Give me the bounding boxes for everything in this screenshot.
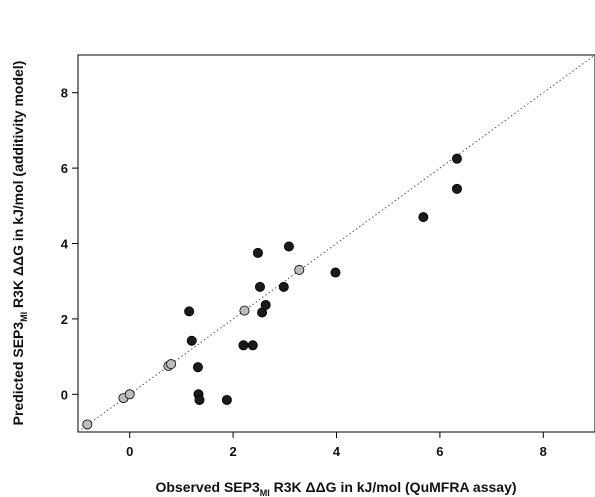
y-tick-label: 4 — [61, 237, 69, 252]
x-axis: 0 2 4 6 8 — [126, 432, 547, 459]
data-point — [260, 299, 271, 310]
data-point — [247, 340, 258, 351]
data-point — [451, 153, 462, 164]
data-points — [82, 153, 462, 430]
data-point — [294, 264, 305, 275]
data-point — [194, 394, 205, 405]
data-point — [124, 389, 135, 400]
y-tick-label: 0 — [61, 387, 68, 402]
x-tick-label: 4 — [333, 444, 341, 459]
data-point — [82, 419, 93, 430]
x-tick-label: 6 — [436, 444, 443, 459]
data-point — [184, 306, 195, 317]
data-point — [330, 267, 341, 278]
data-point — [283, 241, 294, 252]
data-point — [186, 335, 197, 346]
y-axis-label: Predicted SEP3MI R3K ΔΔG in kJ/mol (addi… — [10, 61, 29, 426]
x-tick-label: 0 — [126, 444, 133, 459]
data-point — [192, 362, 203, 373]
data-point — [166, 359, 177, 370]
x-axis-label: Observed SEP3MI R3K ΔΔG in kJ/mol (QuMFR… — [155, 479, 516, 497]
data-point — [252, 247, 263, 258]
x-tick-label: 2 — [229, 444, 236, 459]
data-point — [238, 340, 249, 351]
y-axis: 0 2 4 6 8 — [61, 86, 78, 402]
data-point — [239, 305, 250, 316]
y-tick-label: 6 — [61, 161, 68, 176]
x-tick-label: 8 — [540, 444, 547, 459]
data-point — [418, 212, 429, 223]
y-tick-label: 2 — [61, 312, 68, 327]
data-point — [278, 281, 289, 292]
data-point — [254, 281, 265, 292]
y-tick-label: 8 — [61, 86, 68, 101]
identity-line — [77, 54, 595, 433]
data-point — [221, 394, 232, 405]
data-point — [451, 183, 462, 194]
